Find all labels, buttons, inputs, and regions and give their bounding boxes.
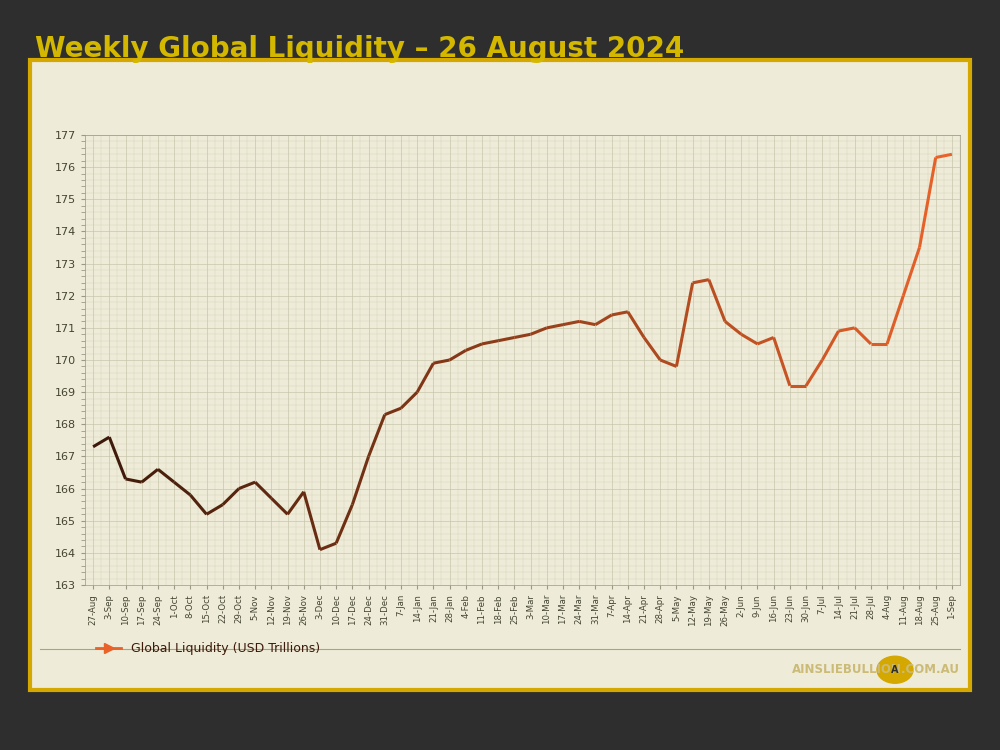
Text: AINSLIEBULLION.COM.AU: AINSLIEBULLION.COM.AU [792, 663, 960, 676]
Bar [30, 60, 970, 690]
Text: Weekly Global Liquidity – 26 August 2024: Weekly Global Liquidity – 26 August 2024 [35, 34, 684, 63]
Legend: Global Liquidity (USD Trillions): Global Liquidity (USD Trillions) [91, 638, 325, 660]
Circle shape [877, 656, 913, 683]
Text: A: A [891, 664, 899, 675]
